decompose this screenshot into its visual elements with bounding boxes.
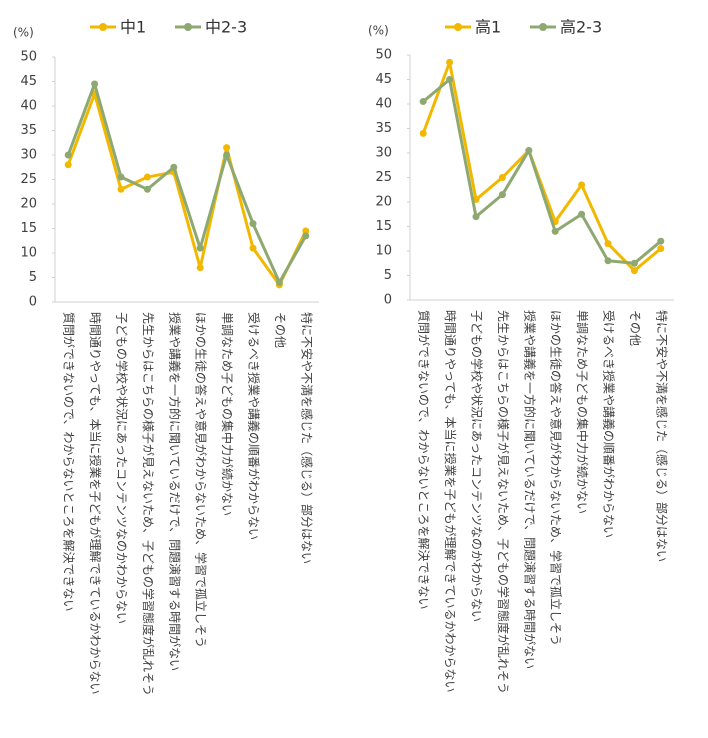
y-tick-label: 5 [384, 268, 392, 283]
marker [196, 264, 204, 272]
marker [143, 185, 151, 193]
marker [419, 98, 427, 106]
y-tick-label: 35 [20, 123, 37, 138]
y-tick-label: 15 [20, 221, 37, 236]
x-tick-label: 特に不安や不満を感じた（感じる）部分はない [299, 312, 314, 564]
marker [64, 151, 72, 159]
marker [91, 80, 99, 88]
marker [446, 58, 454, 66]
marker [64, 161, 72, 169]
x-tick-label: 子どもの学校や状況にあったコンテンツなのかわからない [470, 310, 485, 622]
legend-label: 中1 [120, 18, 146, 37]
legend-label: 高2-3 [560, 18, 602, 37]
x-tick-label: 先生からはこちらの様子が見えないため、子どもの学習態度が乱れそう [496, 310, 511, 694]
marker [117, 173, 125, 181]
marker [657, 237, 665, 245]
marker [223, 144, 231, 152]
marker [657, 245, 665, 253]
marker [630, 267, 638, 275]
x-tick-label: ほかの生徒の答えや意見がわからないため、学習で孤立しそう [549, 310, 564, 646]
marker [578, 210, 586, 218]
marker [223, 151, 231, 159]
x-tick-label: 単調なため子どもの集中力が続かない [220, 312, 235, 516]
marker [525, 147, 533, 155]
y-tick-label: 35 [375, 121, 392, 136]
marker [551, 227, 559, 235]
legend-marker [454, 23, 462, 31]
legend-marker [539, 23, 547, 31]
line [421, 60, 662, 273]
marker [578, 181, 586, 189]
marker [170, 163, 178, 171]
y-tick-label: 45 [20, 74, 37, 89]
line [422, 78, 662, 265]
y-tick-label: 10 [20, 246, 37, 261]
x-tick-label: 先生からはこちらの様子が見えないため、子どもの学習態度が乱れそう [141, 312, 156, 696]
line [66, 92, 308, 287]
y-tick-label: 10 [375, 244, 392, 259]
marker [446, 76, 454, 83]
y-tick-label: 30 [20, 148, 37, 163]
marker [143, 173, 151, 181]
legend-label: 高1 [475, 18, 501, 37]
legend-label: 中2-3 [205, 18, 247, 37]
x-tick-label: 子どもの学校や状況にあったコンテンツなのかわからない [115, 312, 130, 624]
y-tick-label: 50 [375, 48, 392, 63]
marker [117, 185, 125, 193]
marker [249, 220, 257, 228]
x-tick-label: その他 [628, 310, 642, 346]
y-tick-label: 5 [29, 270, 37, 285]
y-tick-label: 0 [384, 293, 392, 308]
marker [275, 278, 283, 286]
y-tick-label: 40 [375, 97, 392, 112]
y-axis-unit: (%) [368, 24, 389, 38]
x-tick-label: その他 [273, 312, 287, 348]
y-tick-label: 25 [375, 170, 392, 185]
marker [498, 191, 506, 199]
x-tick-label: 特に不安や不満を感じた（感じる）部分はない [654, 310, 669, 562]
x-tick-label: 時間通りやっても、本当に授業を子どもが理解できているかわからない [88, 312, 103, 694]
marker [472, 213, 480, 221]
marker [419, 129, 427, 137]
y-tick-label: 0 [29, 295, 37, 310]
marker [630, 259, 638, 267]
marker [196, 244, 204, 252]
x-tick-label: 授業や講義を一方的に聞いているだけで、問題演習する時間がない [522, 310, 537, 669]
legend-marker [184, 23, 192, 31]
marker [604, 240, 612, 248]
x-tick-label: 質問ができないので、わからないところを解決できない [62, 312, 77, 612]
y-tick-label: 40 [20, 99, 37, 114]
y-tick-label: 25 [20, 172, 37, 187]
y-tick-label: 20 [375, 195, 392, 210]
y-tick-label: 15 [375, 219, 392, 234]
x-tick-label: 授業や講義を一方的に聞いているだけで、問題演習する時間がない [167, 312, 182, 671]
legend-marker [99, 23, 107, 31]
y-tick-label: 20 [20, 197, 37, 212]
marker [302, 232, 310, 240]
y-tick-label: 45 [375, 72, 392, 87]
x-tick-label: 時間通りやっても、本当に授業を子どもが理解できているかわからない [443, 310, 458, 692]
marker [249, 244, 257, 252]
x-tick-label: ほかの生徒の答えや意見がわからないため、学習で孤立しそう [194, 312, 209, 648]
line [66, 82, 308, 284]
marker [604, 257, 612, 265]
x-tick-label: 質問ができないので、わからないところを解決できない [417, 310, 432, 610]
y-tick-label: 30 [375, 146, 392, 161]
marker [498, 174, 506, 181]
x-tick-label: 受けるべき授業や講義の順番がわからない [247, 312, 262, 540]
y-tick-label: 50 [20, 50, 37, 65]
y-axis-unit: (%) [13, 26, 34, 40]
marker [302, 227, 310, 235]
x-tick-label: 単調なため子どもの集中力が続かない [575, 310, 590, 514]
x-tick-label: 受けるべき授業や講義の順番がわからない [602, 310, 617, 538]
